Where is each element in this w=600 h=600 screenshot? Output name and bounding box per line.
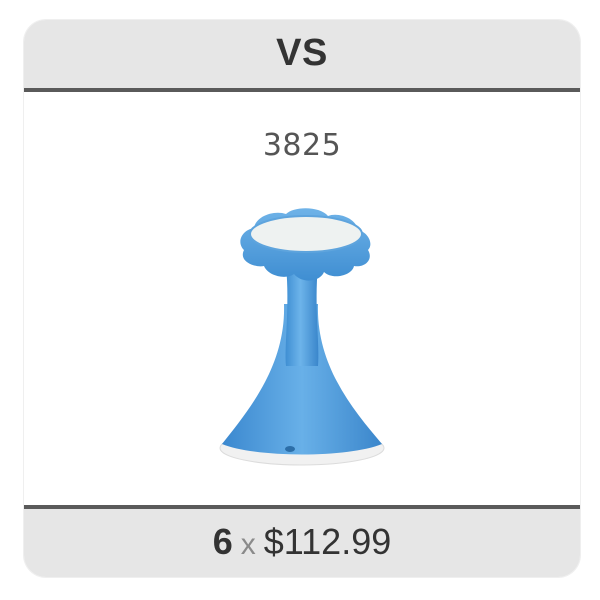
header-divider: [24, 88, 580, 92]
pack-quantity: 6: [212, 521, 233, 562]
product-card[interactable]: VS 3825: [24, 20, 580, 577]
card-footer: 6 x $112.99: [24, 509, 580, 577]
quantity-price-line: 6 x $112.99: [213, 521, 392, 563]
product-image[interactable]: [198, 196, 408, 486]
unit-price: $112.99: [263, 521, 392, 562]
blue-stool-icon: [219, 208, 385, 466]
product-sku: 3825: [262, 128, 342, 163]
brand-title: VS: [276, 31, 328, 74]
multiply-symbol: x: [240, 528, 256, 561]
card-header: VS: [24, 20, 580, 88]
footer-divider: [24, 505, 580, 509]
